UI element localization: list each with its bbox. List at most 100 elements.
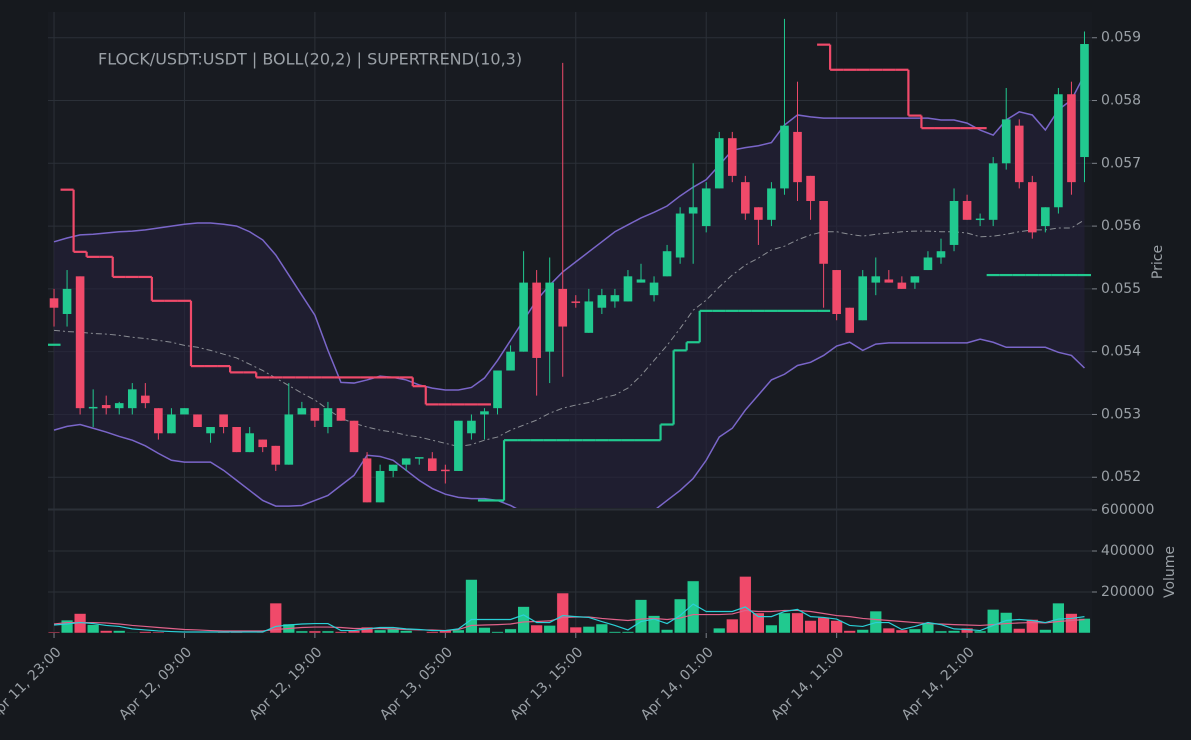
candle-body — [806, 175, 815, 201]
volume-bar — [517, 606, 530, 634]
volume-bar — [87, 624, 100, 634]
candle-body — [141, 395, 150, 404]
y-tick-label: 0.053 — [1101, 406, 1141, 422]
candle-body — [219, 414, 228, 428]
candle-body — [336, 408, 346, 421]
candle-body — [232, 427, 241, 453]
volume-bar — [791, 612, 804, 634]
candle-body — [519, 282, 528, 352]
volume-bar — [974, 630, 987, 634]
y-tick-label: 0.052 — [1101, 469, 1141, 485]
candle-body — [780, 125, 789, 189]
candle-body — [271, 445, 281, 465]
volume-bar — [100, 630, 113, 634]
volume-ma — [53, 609, 1085, 632]
volume-bar — [373, 629, 387, 634]
candle-body — [975, 218, 985, 221]
volume-bar — [139, 631, 152, 634]
candle-body — [988, 163, 998, 220]
candle-body — [636, 279, 646, 283]
candle-body — [284, 414, 294, 465]
y-tick-label: 0.056 — [1101, 218, 1141, 234]
candle-body — [193, 414, 202, 428]
candle-body — [414, 457, 424, 459]
volume-bar — [504, 628, 517, 634]
candle-body — [114, 403, 124, 409]
candle-body — [584, 301, 594, 333]
volume-bar — [491, 631, 504, 634]
y-tick-label: 0.058 — [1101, 93, 1141, 109]
volume-bar — [804, 620, 817, 634]
volume-ma — [53, 603, 1085, 633]
volume-bar — [530, 624, 543, 634]
candle-body — [884, 279, 894, 283]
volume-bar — [595, 623, 608, 634]
volume-bar — [269, 602, 282, 634]
candle-body — [375, 470, 385, 503]
candle-body — [401, 458, 411, 465]
y-tick-label: 0.059 — [1101, 30, 1141, 46]
volume-bar — [1052, 602, 1065, 634]
volume-bar — [308, 630, 322, 634]
chart-title: FLOCK/USDT:USDT | BOLL(20,2) | SUPERTREN… — [98, 50, 522, 69]
candle-body — [1054, 94, 1063, 208]
candle-body — [532, 282, 541, 358]
candle-body — [623, 276, 633, 302]
volume-bar — [400, 630, 413, 634]
candle-body — [545, 282, 554, 352]
candle-body — [1067, 94, 1076, 183]
candle-body — [832, 270, 841, 314]
volume-bar — [47, 631, 61, 634]
candle-body — [701, 188, 711, 227]
volume-bar — [647, 615, 661, 634]
volume-bar — [1000, 612, 1013, 634]
candle-body — [258, 439, 268, 448]
band-fill — [54, 74, 1085, 508]
volume-bar — [752, 612, 765, 634]
volume-bar — [295, 630, 308, 634]
candle-body — [871, 276, 881, 283]
candle-body — [493, 370, 502, 409]
volume-bar — [126, 632, 139, 634]
candle-body — [480, 411, 489, 415]
candle-body — [49, 298, 59, 308]
volume-bar — [569, 626, 582, 634]
volume-bar — [1026, 619, 1039, 634]
volume-bar — [934, 630, 948, 634]
volume-bar — [334, 631, 348, 634]
volume-bar — [856, 629, 869, 634]
volume-bar — [908, 628, 922, 634]
volume-bar — [1013, 628, 1026, 634]
candle-body — [454, 420, 463, 471]
candle-body — [741, 182, 750, 214]
candle-body — [506, 351, 515, 371]
bollinger-upper — [53, 74, 1086, 391]
candle-body — [923, 257, 933, 271]
y-tick-label: 600000 — [1101, 502, 1154, 518]
candle-body — [597, 295, 607, 308]
candle-body — [727, 138, 737, 176]
volume-bar — [60, 619, 74, 634]
volume-bar — [1039, 629, 1052, 634]
volume-bar — [660, 629, 674, 634]
volume-bar — [582, 626, 595, 634]
volume-bar — [321, 630, 335, 634]
candle-body — [558, 288, 568, 327]
candle-body — [101, 405, 111, 409]
candle-body — [441, 469, 450, 472]
candle-body — [649, 282, 659, 296]
candle-body — [793, 131, 802, 183]
candle-body — [127, 389, 137, 409]
volume-bar — [778, 612, 791, 634]
volume-bar — [426, 631, 439, 634]
volume-bar — [987, 609, 1000, 634]
volume-bar — [608, 631, 622, 634]
volume-bar — [621, 631, 635, 634]
y-axis-label: Price — [1150, 245, 1166, 279]
volume-bar — [830, 620, 843, 634]
candle-body — [349, 420, 359, 453]
candle-body — [310, 408, 320, 421]
candle-body — [571, 301, 581, 303]
candle-body — [819, 200, 828, 264]
